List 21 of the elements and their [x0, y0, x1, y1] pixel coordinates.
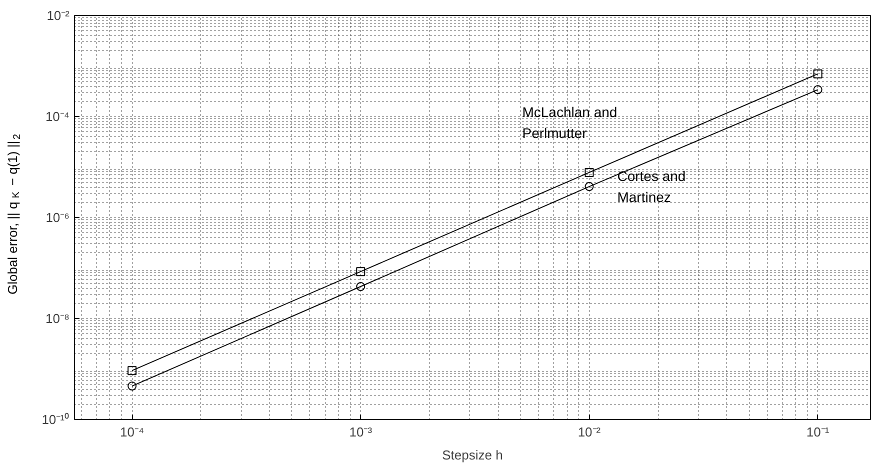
- series-label: Cortes and Martinez: [617, 168, 686, 205]
- point: [128, 366, 137, 376]
- point: [356, 267, 366, 276]
- x-axis-title: Stepsize h: [442, 448, 503, 462]
- y-tick-label: 10⁻²: [46, 8, 70, 23]
- x-tick-label: 10⁻²: [578, 424, 602, 440]
- point: [813, 85, 822, 94]
- point: [356, 282, 366, 291]
- point: [584, 182, 594, 192]
- y-tick-label: 10⁻⁴: [45, 109, 70, 124]
- y-tick-label: 10⁻¹⁰: [42, 412, 70, 427]
- y-tick-label: 10⁻⁶: [46, 210, 70, 225]
- y-axis-title: Global error, || qK − q(1) ||2: [5, 134, 23, 295]
- point: [584, 168, 594, 177]
- x-tick-label: 10⁻³: [349, 424, 373, 440]
- point: [128, 382, 137, 391]
- x-tick-label: 10⁻¹: [806, 424, 830, 440]
- series-label: McLachlan and Perlmutter: [522, 104, 618, 141]
- y-tick-label: 10⁻⁸: [46, 311, 70, 326]
- x-tick-label: 10⁻⁴: [120, 424, 144, 440]
- point: [813, 69, 822, 78]
